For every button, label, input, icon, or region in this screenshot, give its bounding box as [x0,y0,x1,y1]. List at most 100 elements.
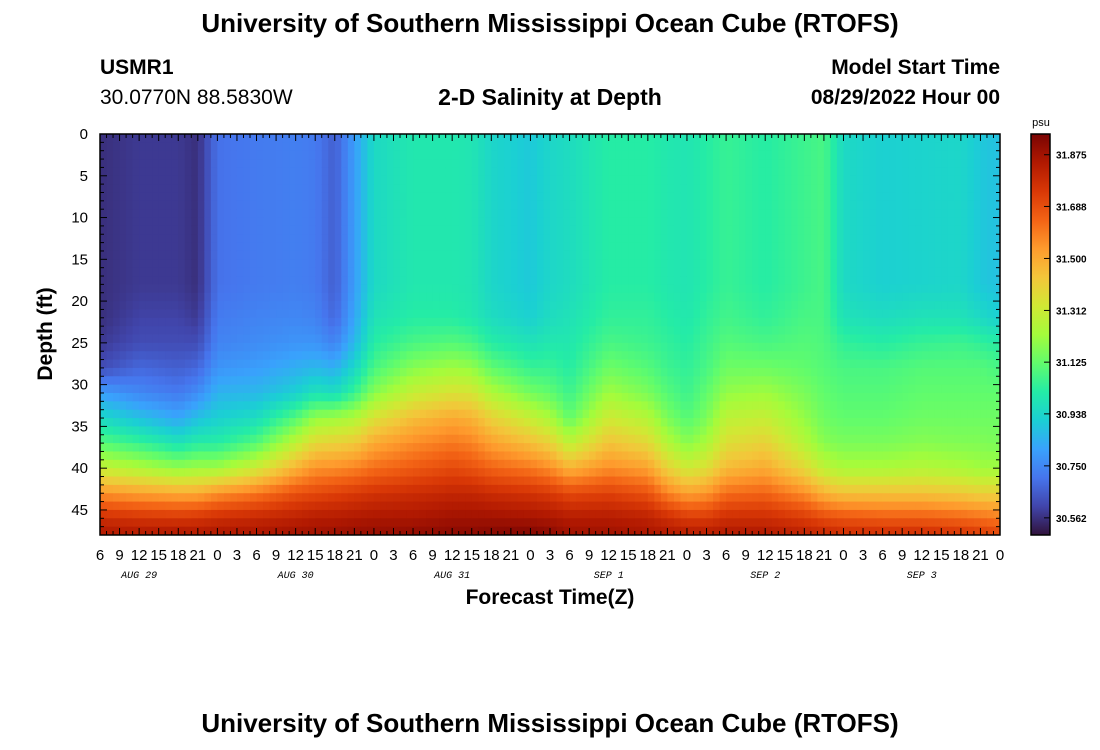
heatmap-cell [504,518,512,528]
heatmap-cell [269,518,277,528]
heatmap-cell [204,443,212,453]
heatmap-cell [184,418,192,427]
heatmap-cell [321,167,329,177]
heatmap-cell [745,367,753,377]
heatmap-cell [132,309,140,319]
heatmap-cell [706,259,714,269]
heatmap-cell [210,175,218,185]
heatmap-cell [308,242,316,252]
heatmap-cell [628,276,636,285]
heatmap-cell [400,142,408,152]
heatmap-cell [576,242,584,252]
heatmap-cell [413,426,421,436]
heatmap-cell [295,401,303,411]
heatmap-cell [719,259,727,269]
heatmap-cell [113,468,121,478]
heatmap-cell [413,301,421,311]
heatmap-cell [563,326,571,336]
heatmap-cell [765,351,773,361]
heatmap-cell [256,209,264,219]
heatmap-cell [543,468,551,478]
heatmap-cell [328,501,336,511]
heatmap-cell [315,225,323,235]
heatmap-cell [295,292,303,302]
heatmap-cell [282,501,290,511]
heatmap-cell [165,267,173,277]
heatmap-cell [550,175,558,185]
heatmap-cell [739,484,747,494]
heatmap-cell [334,142,342,152]
heatmap-cell [693,501,701,511]
heatmap-cell [302,501,310,511]
heatmap-cell [582,192,590,202]
heatmap-cell [184,159,192,169]
heatmap-cell [602,317,610,327]
heatmap-cell [536,451,545,461]
heatmap-cell [563,518,571,528]
heatmap-cell [680,443,688,453]
heatmap-cell [452,526,460,535]
heatmap-cell [628,142,636,152]
heatmap-cell [563,376,571,386]
heatmap-cell [321,459,329,469]
heatmap-cell [276,334,284,344]
heatmap-cell [615,259,623,269]
heatmap-cell [556,259,564,269]
heatmap-cell [491,367,499,377]
heatmap-cell [139,225,147,235]
heatmap-cell [478,509,486,519]
heatmap-cell [713,434,721,444]
heatmap-cell [243,284,251,294]
heatmap-cell [276,276,284,285]
heatmap-cell [510,234,518,244]
heatmap-cell [706,234,714,244]
heatmap-cell [765,367,773,377]
heatmap-cell [360,175,368,185]
heatmap-cell [380,217,388,227]
heatmap-cell [197,259,205,269]
heatmap-cell [360,334,368,344]
heatmap-cell [686,334,695,344]
heatmap-cell [263,501,271,511]
heatmap-cell [765,200,773,210]
heatmap-cell [223,526,232,535]
heatmap-cell [543,134,551,143]
heatmap-cell [406,200,414,210]
heatmap-cell [752,501,760,511]
heatmap-cell [217,200,225,210]
heatmap-cell [484,501,492,511]
heatmap-cell [595,134,603,143]
heatmap-cell [119,384,127,394]
heatmap-cell [413,468,421,478]
heatmap-cell [341,501,349,511]
heatmap-cell [230,443,238,453]
heatmap-cell [660,167,668,177]
heatmap-cell [478,426,486,436]
heatmap-cell [693,184,701,194]
heatmap-cell [543,476,551,486]
heatmap-cell [458,518,466,528]
heatmap-cell [517,476,525,486]
heatmap-cell [771,451,779,461]
heatmap-cell [217,276,225,285]
heatmap-cell [243,276,251,285]
heatmap-cell [230,242,238,252]
heatmap-cell [693,509,701,519]
heatmap-cell [673,518,682,528]
heatmap-cell [504,376,512,386]
heatmap-cell [693,301,701,311]
heatmap-cell [615,459,623,469]
heatmap-cell [419,501,427,511]
heatmap-cell [739,150,747,160]
heatmap-cell [536,359,545,369]
heatmap-cell [328,159,336,169]
heatmap-cell [771,234,779,244]
heatmap-cell [491,426,499,436]
heatmap-cell [719,476,727,486]
heatmap-cell [556,292,564,302]
heatmap-cell [752,367,760,377]
heatmap-cell [165,493,173,503]
heatmap-cell [328,484,336,494]
heatmap-cell [497,150,505,160]
heatmap-cell [654,217,662,227]
